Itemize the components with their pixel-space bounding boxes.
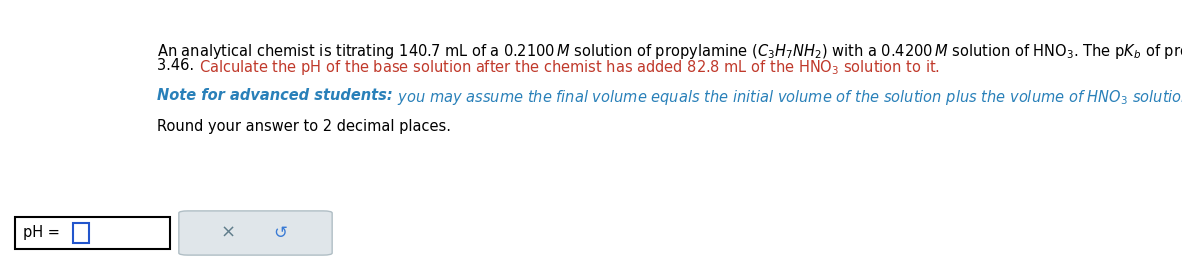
Text: ×: × [221, 224, 236, 242]
FancyBboxPatch shape [73, 223, 89, 243]
Text: Calculate the pH of the base solution after the chemist has added 82.8 mL of the: Calculate the pH of the base solution af… [199, 58, 940, 76]
Text: Note for advanced students:: Note for advanced students: [157, 88, 392, 103]
Text: 3.46.: 3.46. [157, 58, 199, 73]
FancyBboxPatch shape [178, 211, 332, 255]
Text: Round your answer to 2 decimal places.: Round your answer to 2 decimal places. [157, 119, 452, 134]
FancyBboxPatch shape [15, 217, 170, 249]
Text: pH =: pH = [22, 226, 65, 241]
Text: you may assume the final volume equals the initial volume of the solution plus t: you may assume the final volume equals t… [392, 88, 1182, 107]
Text: An analytical chemist is titrating 140.7 mL of a 0.2100$\,\mathit{M}$ solution o: An analytical chemist is titrating 140.7… [157, 42, 1182, 61]
Text: ↺: ↺ [273, 224, 287, 242]
